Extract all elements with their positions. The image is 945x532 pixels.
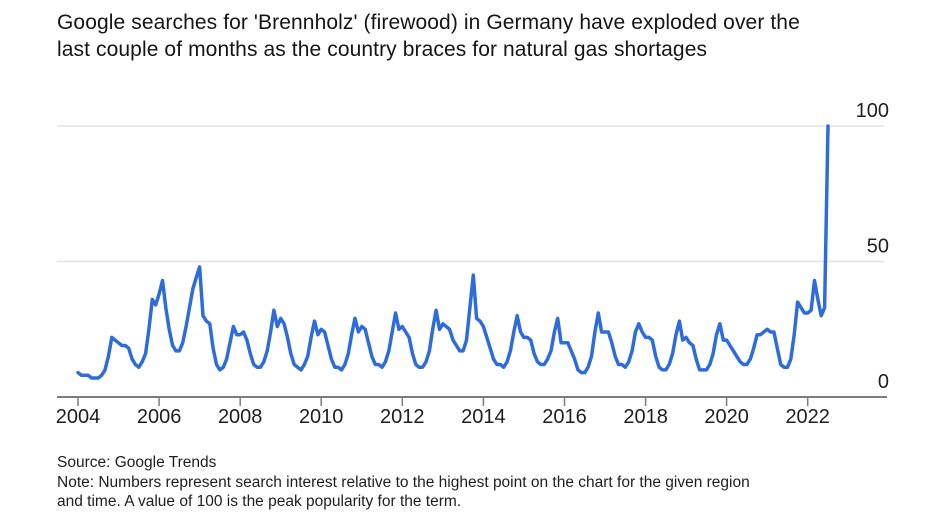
x-axis-label-2018: 2018 bbox=[623, 406, 668, 428]
note-line1: Note: Numbers represent search interest … bbox=[57, 474, 750, 491]
y-axis-labels: 0 50 100 bbox=[856, 100, 889, 393]
note-text: Note: Numbers represent search interest … bbox=[57, 473, 750, 511]
note-line2: and time. A value of 100 is the peak pop… bbox=[57, 493, 462, 510]
x-axis-label-2010: 2010 bbox=[299, 406, 344, 428]
x-axis-label-2014: 2014 bbox=[461, 406, 506, 428]
x-axis-label-2006: 2006 bbox=[137, 406, 182, 428]
y-axis-label-50: 50 bbox=[867, 236, 889, 258]
chart-title: Google searches for 'Brennholz' (firewoo… bbox=[57, 9, 800, 63]
x-axis-labels: 2004 2006 2008 2010 2012 2014 2016 2018 2020 2022 bbox=[56, 406, 830, 428]
trend-line bbox=[76, 124, 830, 380]
y-axis-label-100: 100 bbox=[856, 100, 889, 122]
x-axis-label-2012: 2012 bbox=[380, 406, 425, 428]
x-axis-label-2004: 2004 bbox=[56, 406, 101, 428]
x-axis-label-2020: 2020 bbox=[704, 406, 749, 428]
x-axis-ticks bbox=[77, 397, 809, 406]
x-axis-label-2008: 2008 bbox=[218, 406, 263, 428]
y-axis-label-0: 0 bbox=[878, 371, 889, 393]
source-text: Source: Google Trends bbox=[57, 454, 217, 471]
chart-title-line1: Google searches for 'Brennholz' (firewoo… bbox=[57, 11, 800, 34]
x-axis-label-2022: 2022 bbox=[785, 406, 830, 428]
x-axis-label-2016: 2016 bbox=[542, 406, 587, 428]
chart-title-line2: last couple of months as the country bra… bbox=[57, 38, 708, 61]
gridlines bbox=[57, 125, 884, 263]
